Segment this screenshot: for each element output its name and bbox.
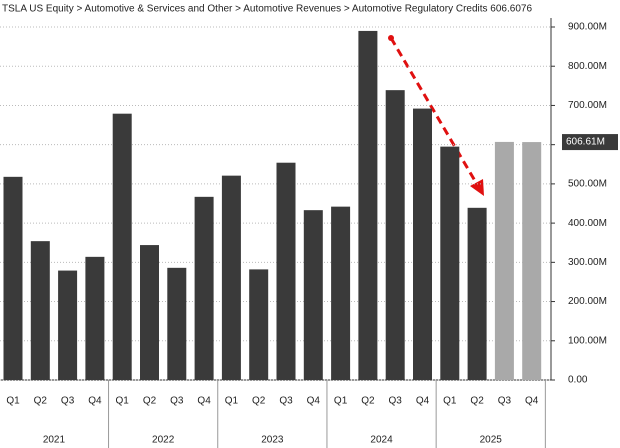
bar [467, 207, 487, 380]
bar [167, 267, 187, 380]
bar [3, 176, 23, 380]
x-tick-label: Q2 [143, 396, 157, 407]
bar [358, 30, 378, 381]
x-tick-label: Q3 [170, 396, 184, 407]
x-tick-label: Q4 [197, 396, 211, 407]
x-tick-label: Q2 [361, 396, 375, 407]
x-tick-label: Q2 [34, 396, 48, 407]
bar [30, 241, 50, 380]
x-tick-label: Q3 [61, 396, 75, 407]
x-tick-label: Q4 [88, 396, 102, 407]
x-tick-label: Q3 [389, 396, 403, 407]
bar [276, 162, 296, 380]
y-tick-label: 900.00M [568, 22, 607, 33]
bar [194, 196, 214, 380]
bar [249, 269, 269, 380]
trend-arrow [388, 35, 484, 196]
bar [331, 206, 351, 380]
x-tick-label: Q1 [225, 396, 239, 407]
y-tick-label: 800.00M [568, 61, 607, 72]
x-tick-label: Q2 [252, 396, 266, 407]
x-tick-label: Q1 [443, 396, 457, 407]
chart-title: TSLA US Equity > Automotive & Services a… [2, 4, 532, 15]
y-tick-label: 300.00M [568, 257, 607, 268]
year-label: 2023 [261, 435, 284, 446]
x-tick-label: Q1 [334, 396, 348, 407]
year-label: 2024 [370, 435, 393, 446]
bar [385, 90, 405, 381]
year-label: 2021 [43, 435, 66, 446]
bar [58, 270, 78, 380]
x-tick-label: Q4 [525, 396, 539, 407]
bar [413, 108, 432, 381]
last-value-label: 606.61M [566, 137, 605, 148]
x-tick-label: Q3 [498, 396, 512, 407]
bar [522, 142, 542, 380]
x-tick-label: Q1 [116, 396, 130, 407]
bar [494, 141, 514, 380]
bar [221, 175, 241, 380]
bar [112, 113, 132, 380]
y-tick-label: 700.00M [568, 100, 607, 111]
last-value-flag [562, 134, 618, 151]
x-tick-label: Q2 [470, 396, 484, 407]
bar [440, 146, 460, 380]
y-tick-label: 500.00M [568, 179, 607, 190]
y-tick-label: 0.00 [568, 375, 588, 386]
bar [303, 210, 323, 380]
bar [140, 245, 159, 380]
x-tick-label: Q1 [6, 396, 20, 407]
bar [85, 256, 105, 380]
year-label: 2025 [480, 435, 503, 446]
year-label: 2022 [152, 435, 175, 446]
y-tick-label: 200.00M [568, 296, 607, 307]
y-tick-label: 400.00M [568, 218, 607, 229]
x-tick-label: Q4 [416, 396, 430, 407]
x-tick-label: Q3 [279, 396, 293, 407]
x-tick-label: Q4 [307, 396, 321, 407]
y-tick-label: 100.00M [568, 335, 607, 346]
